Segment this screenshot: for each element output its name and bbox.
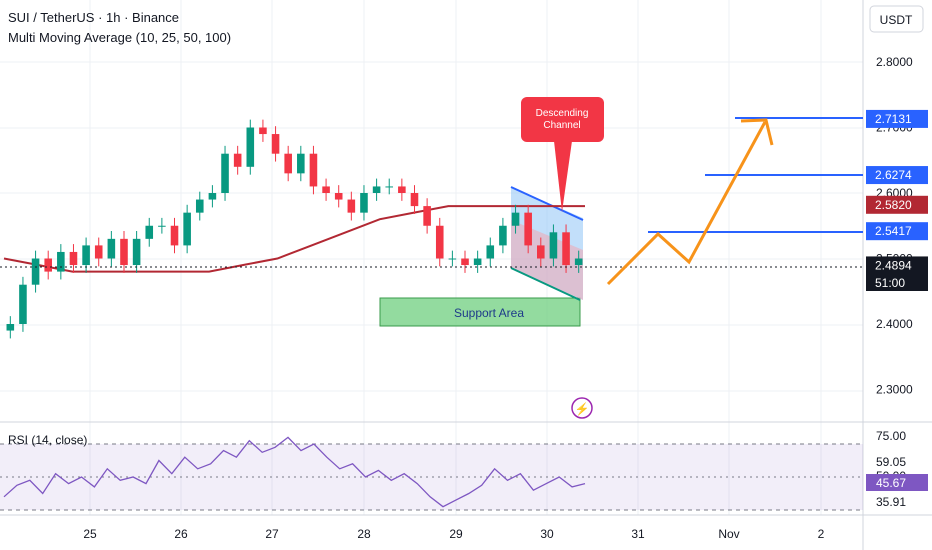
support-area-label: Support Area — [454, 306, 524, 320]
price-tick-label: 2.3000 — [876, 383, 913, 397]
candle-body[interactable] — [107, 238, 116, 259]
candle-body[interactable] — [360, 193, 368, 213]
projection-path[interactable] — [606, 121, 767, 286]
time-tick-label: 28 — [357, 527, 371, 541]
candle-body[interactable] — [284, 153, 292, 174]
price-label: 2.7131 — [875, 112, 912, 126]
candle-body[interactable] — [158, 225, 166, 227]
candle-body[interactable] — [297, 153, 305, 174]
candle-body[interactable] — [208, 193, 217, 200]
rsi-tick-59: 59.05 — [876, 455, 906, 469]
rsi-tick-75: 75.00 — [876, 429, 906, 443]
candle-body[interactable] — [486, 245, 495, 259]
candle-body[interactable] — [19, 284, 27, 324]
price-tick-label: 2.4000 — [876, 317, 913, 331]
candle-body[interactable] — [385, 186, 394, 188]
candle-body[interactable] — [195, 199, 204, 213]
candle-body[interactable] — [57, 251, 65, 272]
candle-body[interactable] — [410, 193, 419, 207]
price-label-box — [866, 109, 928, 128]
candle-body[interactable] — [259, 127, 267, 135]
time-tick-label: 29 — [449, 527, 463, 541]
candle-body[interactable] — [322, 186, 330, 193]
price-label: 2.5820 — [875, 198, 912, 212]
channel-upper-line[interactable] — [510, 186, 584, 221]
time-tick-label: 27 — [265, 527, 279, 541]
candle-body[interactable] — [537, 245, 545, 259]
descending-channel-callout[interactable]: Descending Channel — [521, 97, 604, 212]
time-axis-ticks: 25 26 27 28 29 30 31 Nov 2 — [83, 527, 824, 541]
time-tick-label: 2 — [818, 527, 825, 541]
time-tick-label: 26 — [174, 527, 188, 541]
candle-body[interactable] — [473, 258, 482, 266]
countdown-box — [866, 274, 928, 291]
price-label-box — [866, 166, 928, 185]
projection-arrowhead — [740, 118, 774, 146]
candle-body[interactable] — [6, 324, 15, 331]
candle-body[interactable] — [120, 238, 128, 266]
rsi-value-label: 45.67 — [876, 476, 906, 490]
price-label-box — [866, 256, 928, 275]
candle-body[interactable] — [183, 212, 191, 246]
lightning-icon: ⚡ — [575, 402, 590, 416]
support-area-box[interactable] — [379, 297, 581, 327]
candle-body[interactable] — [271, 134, 280, 154]
candle-body[interactable] — [69, 251, 78, 266]
candle-body[interactable] — [132, 238, 141, 266]
candle-body[interactable] — [145, 225, 154, 239]
candle-body[interactable] — [372, 186, 381, 193]
candle-body[interactable] — [574, 258, 583, 266]
symbol-title[interactable]: SUI / TetherUS · 1h · Binance — [8, 10, 179, 25]
candle-body[interactable] — [170, 225, 179, 246]
time-tick-label: 31 — [631, 527, 645, 541]
currency-button-label: USDT — [880, 13, 913, 27]
candle-body[interactable] — [44, 258, 52, 272]
price-labels: 2.7131 2.6274 2.5820 2.5417 2.4894 — [866, 109, 928, 275]
candle-body[interactable] — [423, 206, 431, 226]
price-label: 2.4894 — [875, 258, 912, 272]
price-label-box — [866, 222, 928, 241]
candlestick-series — [6, 119, 583, 339]
candle-body[interactable] — [524, 212, 532, 246]
candle-body[interactable] — [448, 258, 457, 260]
countdown-label: 51:00 — [875, 276, 905, 290]
candle-body[interactable] — [347, 199, 356, 213]
dividend-event-icon[interactable] — [571, 397, 593, 419]
price-label: 2.5417 — [875, 224, 912, 238]
candle-body[interactable] — [309, 153, 318, 187]
time-tick-label: 30 — [540, 527, 554, 541]
candle-body[interactable] — [511, 212, 520, 226]
candle-body[interactable] — [549, 232, 558, 259]
candle-body[interactable] — [334, 193, 343, 200]
price-label: 2.6274 — [875, 168, 912, 182]
candle-body[interactable] — [221, 153, 229, 193]
price-label-box — [866, 195, 928, 214]
candle-body[interactable] — [499, 225, 507, 246]
indicator-title[interactable]: Multi Moving Average (10, 25, 50, 100) — [8, 30, 231, 45]
channel-lower-line[interactable] — [510, 267, 581, 301]
candle-body[interactable] — [94, 245, 103, 259]
candle-body[interactable] — [82, 245, 90, 266]
rsi-value-box — [866, 474, 928, 491]
moving-average-line[interactable] — [3, 205, 585, 273]
rsi-line[interactable] — [3, 436, 586, 508]
time-tick-label: Nov — [718, 527, 739, 541]
candle-body[interactable] — [435, 225, 444, 259]
price-tick-label: 2.8000 — [876, 55, 913, 69]
candle-body[interactable] — [246, 127, 255, 167]
time-tick-label: 25 — [83, 527, 97, 541]
callout-line-1: Descending — [536, 108, 589, 119]
rsi-title[interactable]: RSI (14, close) — [8, 433, 87, 447]
candle-body[interactable] — [233, 153, 242, 167]
candle-body[interactable] — [31, 258, 40, 285]
callout-line-2: Channel — [543, 120, 580, 131]
candle-body[interactable] — [398, 186, 406, 193]
candle-body[interactable] — [562, 232, 570, 266]
rsi-tick-35: 35.91 — [876, 495, 906, 509]
rsi-band-fill — [0, 444, 863, 510]
currency-button[interactable] — [869, 5, 924, 33]
candle-body[interactable] — [461, 258, 469, 266]
